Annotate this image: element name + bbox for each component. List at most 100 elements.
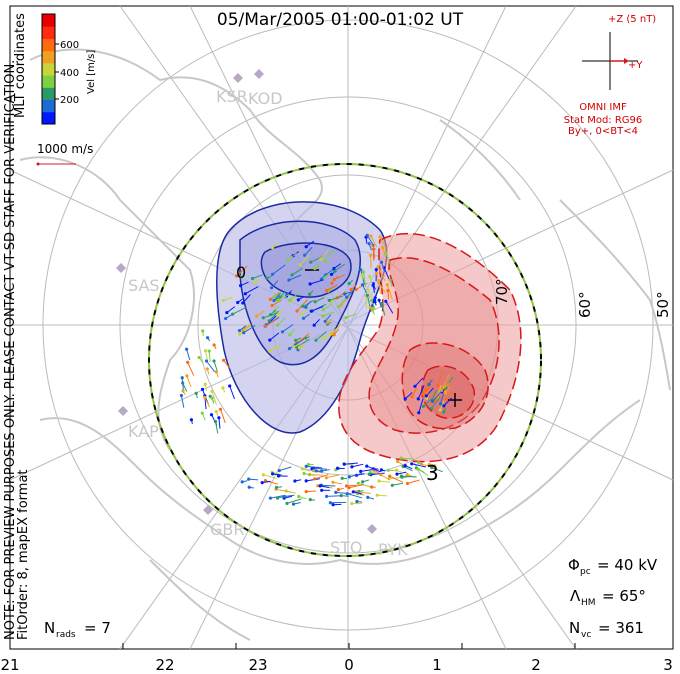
- velocity-vector: [356, 501, 363, 503]
- velocity-vector: [392, 482, 404, 486]
- velocity-vector: [240, 272, 245, 278]
- velocity-vector: [299, 254, 310, 266]
- colorbar-swatch: [42, 38, 55, 52]
- velocity-vector: [284, 494, 295, 497]
- velocity-vector: [222, 387, 226, 393]
- velocity-vector: [294, 479, 302, 482]
- velocity-vector: [288, 274, 302, 281]
- svg-text:= 65°: = 65°: [602, 587, 646, 605]
- velocity-vector: [302, 468, 311, 472]
- mlt-axis-ticks: [9, 643, 674, 649]
- station-label-kap: KAP: [128, 422, 159, 441]
- velocity-vector: [226, 306, 236, 313]
- velocity-vector: [396, 469, 403, 474]
- velocity-vector: [407, 479, 420, 484]
- velocity-vector: [369, 307, 373, 313]
- velocity-vector: [331, 294, 339, 302]
- velocity-vector: [186, 375, 192, 388]
- imf-vector-head: [624, 58, 629, 64]
- mlt-tick-21: 21: [0, 656, 19, 674]
- colorbar-swatch: [42, 75, 55, 88]
- velocity-vector: [344, 291, 352, 295]
- reference-vector-label: 1000 m/s: [37, 142, 93, 156]
- velocity-vector: [239, 325, 247, 331]
- colorbar-tick-200: 200: [60, 95, 79, 106]
- velocity-vector: [202, 330, 204, 336]
- velocity-vector: [363, 271, 366, 288]
- velocity-vector: [370, 255, 372, 269]
- vector-origin: [247, 477, 251, 481]
- svg-text:HM: HM: [581, 598, 596, 608]
- velocity-vector: [366, 465, 381, 473]
- velocity-vector: [366, 235, 375, 247]
- radar-count: N rads = 7: [44, 619, 111, 640]
- velocity-vector: [404, 465, 413, 470]
- velocity-vector: [320, 485, 330, 488]
- svg-text:rads: rads: [56, 630, 76, 640]
- velocity-vector: [263, 474, 277, 480]
- velocity-vector: [306, 465, 322, 469]
- velocity-vector: [277, 294, 290, 301]
- velocity-vector: [275, 488, 292, 493]
- velocity-vector: [218, 417, 221, 429]
- heppner-maynard-boundary-color: [148, 163, 542, 557]
- velocity-vector: [389, 476, 403, 480]
- velocity-vector: [295, 337, 302, 341]
- velocity-vector: [336, 290, 347, 299]
- latitude-label-70: 70°: [493, 278, 511, 305]
- velocity-vector: [344, 462, 358, 465]
- svg-text:= 7: = 7: [84, 619, 111, 637]
- velocity-vector: [362, 479, 369, 483]
- imf-y-label: +Y: [628, 60, 643, 71]
- velocity-vector: [305, 300, 312, 308]
- velocity-vector: [421, 463, 429, 467]
- latitude-label-60: 60°: [576, 291, 594, 318]
- velocity-vector: [276, 486, 283, 488]
- mlt-tick-23: 23: [248, 656, 267, 674]
- velocity-vector: [350, 284, 357, 290]
- velocity-vector: [271, 471, 283, 476]
- velocity-vector: [204, 397, 211, 408]
- velocity-vector: [370, 472, 385, 476]
- svg-text:N: N: [44, 619, 55, 637]
- velocity-vector: [320, 250, 329, 260]
- velocity-vector: [376, 273, 379, 278]
- vector-origin: [247, 485, 251, 489]
- velocity-vector: [443, 407, 447, 413]
- svg-text:pc: pc: [580, 567, 591, 577]
- velocity-vector: [367, 496, 375, 500]
- velocity-vector: [276, 344, 282, 348]
- colorbar-label: Vel [m/s]: [86, 50, 97, 94]
- velocity-vector: [348, 279, 354, 284]
- colorbar-tick-600: 600: [60, 40, 79, 51]
- velocity-vector: [346, 288, 356, 298]
- velocity-vector: [324, 314, 332, 322]
- velocity-vector: [333, 263, 342, 269]
- heppner-maynard-latitude: Λ HM = 65°: [570, 587, 646, 608]
- velocity-vector: [282, 324, 294, 333]
- velocity-vector: [236, 265, 248, 277]
- velocity-vector: [331, 330, 336, 335]
- velocity-vector: [207, 337, 211, 342]
- mlt-tick-3: 3: [663, 656, 673, 674]
- svg-text:N: N: [569, 619, 580, 637]
- velocity-vector: [271, 299, 282, 306]
- vector-origin: [203, 395, 207, 399]
- velocity-vector: [425, 387, 434, 397]
- velocity-vector: [237, 297, 244, 303]
- velocity-vector: [293, 342, 302, 348]
- velocity-vector: [271, 280, 279, 289]
- velocity-vector: [306, 490, 317, 493]
- velocity-vector: [402, 466, 413, 472]
- velocity-vector: [296, 333, 310, 344]
- velocity-vector: [377, 494, 388, 497]
- velocity-vector: [279, 466, 292, 472]
- velocity-vector: [381, 262, 386, 272]
- velocity-vector: [296, 338, 310, 348]
- velocity-vector: [305, 336, 310, 339]
- velocity-vector: [322, 311, 335, 317]
- velocity-vector: [314, 297, 325, 303]
- cross-polar-potential: Φ pc = 40 kV: [568, 556, 658, 577]
- velocity-vector: [381, 469, 386, 472]
- velocity-vector: [269, 347, 275, 352]
